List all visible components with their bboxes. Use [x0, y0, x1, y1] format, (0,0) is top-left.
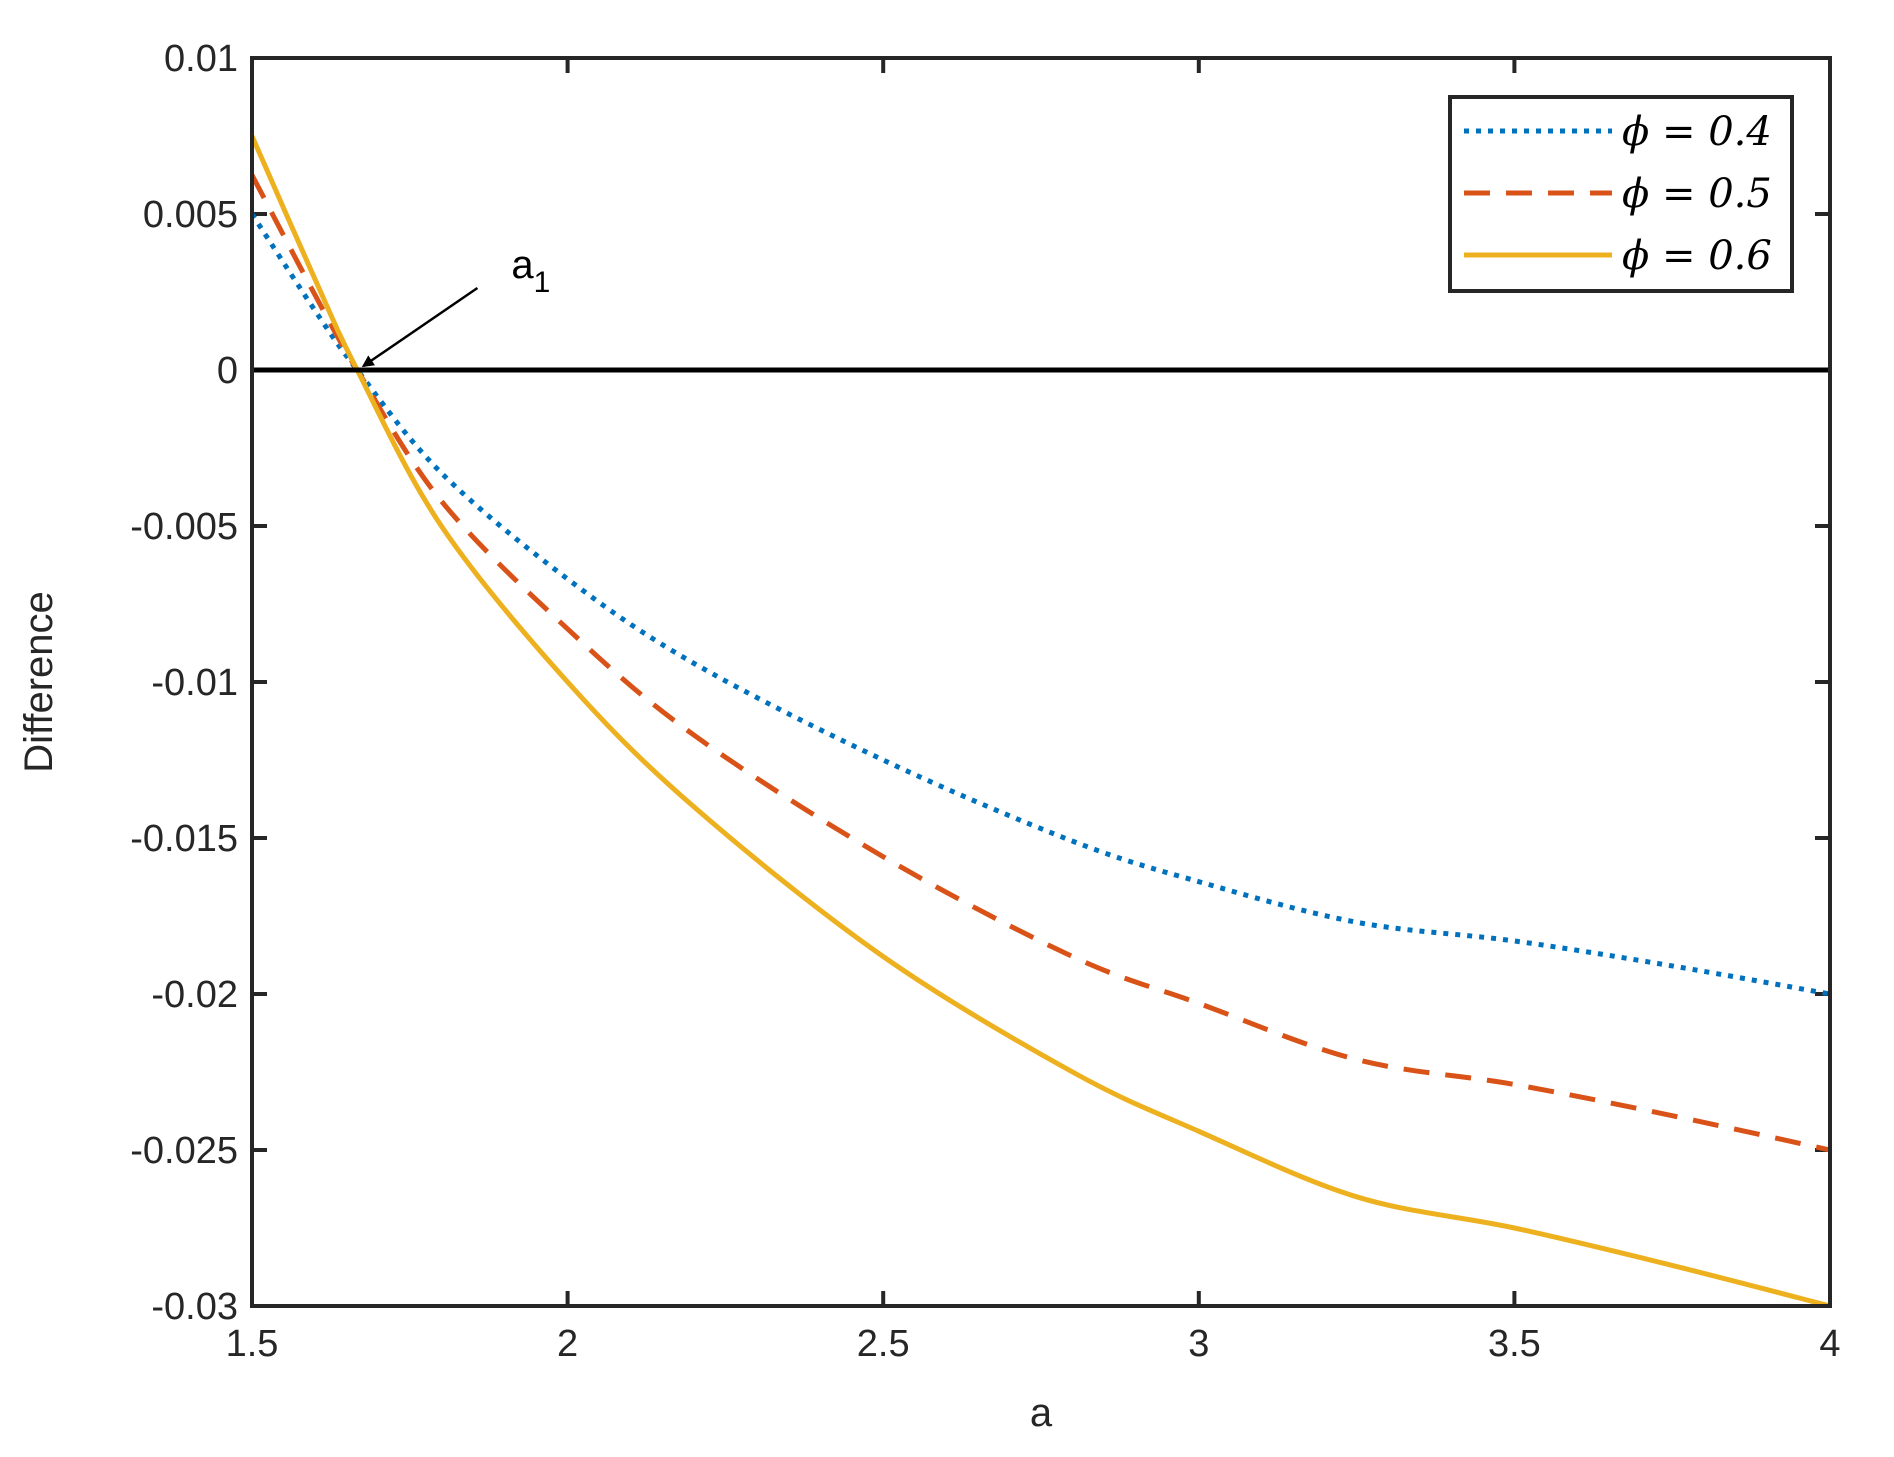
x-tick-label: 1.5	[226, 1323, 279, 1365]
y-tick-label: -0.02	[151, 974, 238, 1016]
y-tick-labels: 0.01 0.005 0 -0.005 -0.01 -0.015 -0.02 -0.025 -0…	[130, 38, 238, 1328]
y-tick-label: 0	[217, 350, 238, 392]
y-tick-label: 0.005	[143, 194, 238, 236]
x-tick-labels: 1.5 2 2.5 3 3.5 4	[226, 1323, 1841, 1365]
series-line-1	[252, 212, 1830, 997]
annotation-main: a	[511, 243, 534, 287]
y-axis-label: Difference	[17, 591, 61, 773]
series-line-3	[252, 134, 1830, 1306]
y-tick-label: -0.015	[130, 818, 238, 860]
x-tick-label: 4	[1819, 1323, 1840, 1365]
annotation-label: a1	[511, 243, 550, 299]
legend-label-1: ϕ = 0.4	[1622, 109, 1772, 155]
series-lines	[252, 134, 1830, 1306]
x-tick-label: 2.5	[857, 1323, 910, 1365]
annotation-subscript: 1	[534, 266, 551, 299]
legend-label-3: ϕ = 0.6	[1622, 233, 1772, 279]
legend-label-2: ϕ = 0.5	[1622, 171, 1772, 217]
x-tick-label: 2	[557, 1323, 578, 1365]
x-axis-label: a	[1030, 1391, 1053, 1435]
x-tick-label: 3	[1188, 1323, 1209, 1365]
plot-frame	[250, 56, 1832, 1308]
y-tick-label: 0.01	[164, 38, 238, 80]
y-tick-label: -0.01	[151, 662, 238, 704]
y-tick-label: -0.03	[151, 1286, 238, 1328]
legend: ϕ = 0.4 ϕ = 0.5 ϕ = 0.6	[1448, 95, 1794, 293]
y-tick-label: -0.025	[130, 1130, 238, 1172]
y-tick-label: -0.005	[130, 506, 238, 548]
x-tick-label: 3.5	[1488, 1323, 1541, 1365]
annotation-a1: a1	[361, 243, 550, 368]
annotation-arrow	[361, 286, 479, 368]
